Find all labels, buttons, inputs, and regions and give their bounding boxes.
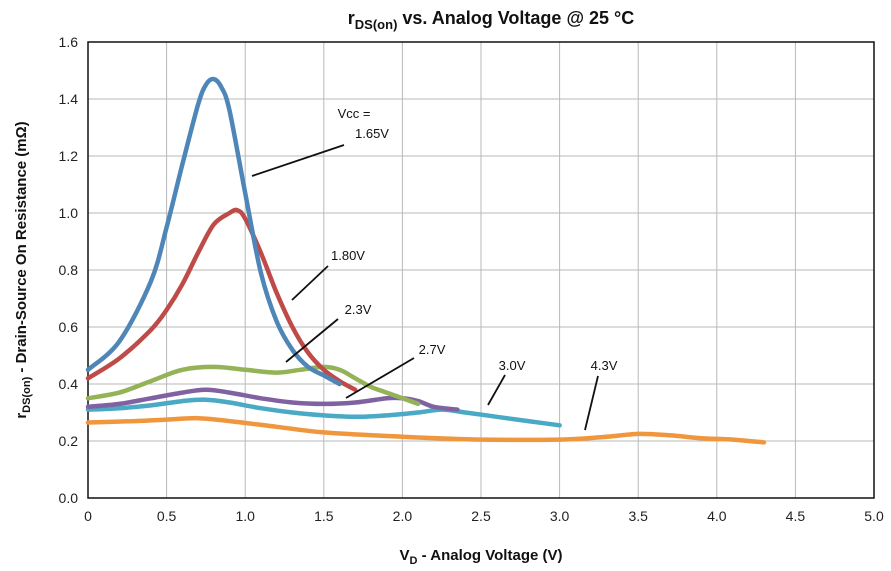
annotation-leader-line: [345, 357, 415, 399]
y-tick-label: 1.2: [59, 148, 79, 164]
y-axis-title-subscript: DS(on): [21, 376, 33, 412]
series-label: 2.3V: [345, 302, 372, 317]
series-annotations: 1.65V 1.80V 2.3V 2.7V 3.0V 4.3V: [251, 126, 618, 431]
chart-title-subscript: DS(on): [355, 17, 398, 32]
series-line-1-65v: [85, 76, 342, 387]
series-line-2-3v: [85, 364, 421, 407]
vcc-legend-title: Vcc =: [338, 106, 371, 121]
x-tick-label: 2.5: [471, 508, 491, 524]
y-tick-label: 1.6: [59, 34, 79, 50]
y-axis-title-rest: - Drain-Source On Resistance (mΩ): [13, 121, 30, 376]
tick-labels: 0 0.5 1.0 1.5 2.0 2.5 3.0 3.5 4.0 4.5 5.0 0.0 0.2 0.4…: [59, 34, 884, 524]
x-tick-label: 2.0: [393, 508, 413, 524]
y-tick-label: 0.6: [59, 319, 79, 335]
x-tick-label: 0: [84, 508, 92, 524]
y-tick-label: 0.2: [59, 433, 79, 449]
annotation-leader-line: [285, 318, 339, 363]
x-tick-label: 0.5: [157, 508, 177, 524]
series-line-1-80v: [85, 207, 358, 392]
x-axis-title: VD - Analog Voltage (V): [400, 547, 563, 567]
x-tick-label: 1.5: [314, 508, 334, 524]
annotation-leader-line: [584, 375, 599, 431]
series-label: 3.0V: [499, 358, 526, 373]
y-axis-title-main: r: [13, 413, 30, 419]
y-tick-label: 1.4: [59, 91, 79, 107]
series-label: 1.65V: [355, 126, 389, 141]
x-tick-label: 1.0: [235, 508, 255, 524]
x-tick-label: 4.5: [786, 508, 806, 524]
y-tick-label: 0.8: [59, 262, 79, 278]
x-axis-title-subscript: D: [410, 555, 418, 567]
x-axis-title-main: V: [400, 547, 410, 564]
y-tick-label: 0.4: [59, 376, 79, 392]
chart-title-rest: vs. Analog Voltage @ 25 °C: [397, 8, 634, 28]
y-tick-label: 0.0: [59, 490, 79, 506]
series-line-4-3v: [85, 415, 767, 445]
annotation-leader-line: [487, 374, 506, 406]
x-tick-label: 4.0: [707, 508, 727, 524]
grid-lines: [87, 41, 875, 499]
x-axis-title-rest: - Analog Voltage (V): [417, 547, 562, 564]
x-tick-label: 5.0: [864, 508, 884, 524]
chart-title-main: r: [348, 8, 355, 28]
series-label: 2.7V: [419, 342, 446, 357]
x-tick-label: 3.5: [628, 508, 648, 524]
chart-title: rDS(on) vs. Analog Voltage @ 25 °C: [348, 8, 634, 32]
annotation-leader-line: [251, 144, 345, 177]
y-axis-title: rDS(on) - Drain-Source On Resistance (mΩ…: [13, 121, 33, 418]
annotation-leader-line: [291, 265, 329, 301]
series-label: 1.80V: [331, 248, 365, 263]
x-tick-label: 3.0: [550, 508, 570, 524]
series-lines: [85, 76, 767, 445]
series-line-3-0v: [85, 397, 562, 428]
y-tick-label: 1.0: [59, 205, 79, 221]
series-label: 4.3V: [591, 358, 618, 373]
plot-area-frame: [87, 41, 875, 499]
